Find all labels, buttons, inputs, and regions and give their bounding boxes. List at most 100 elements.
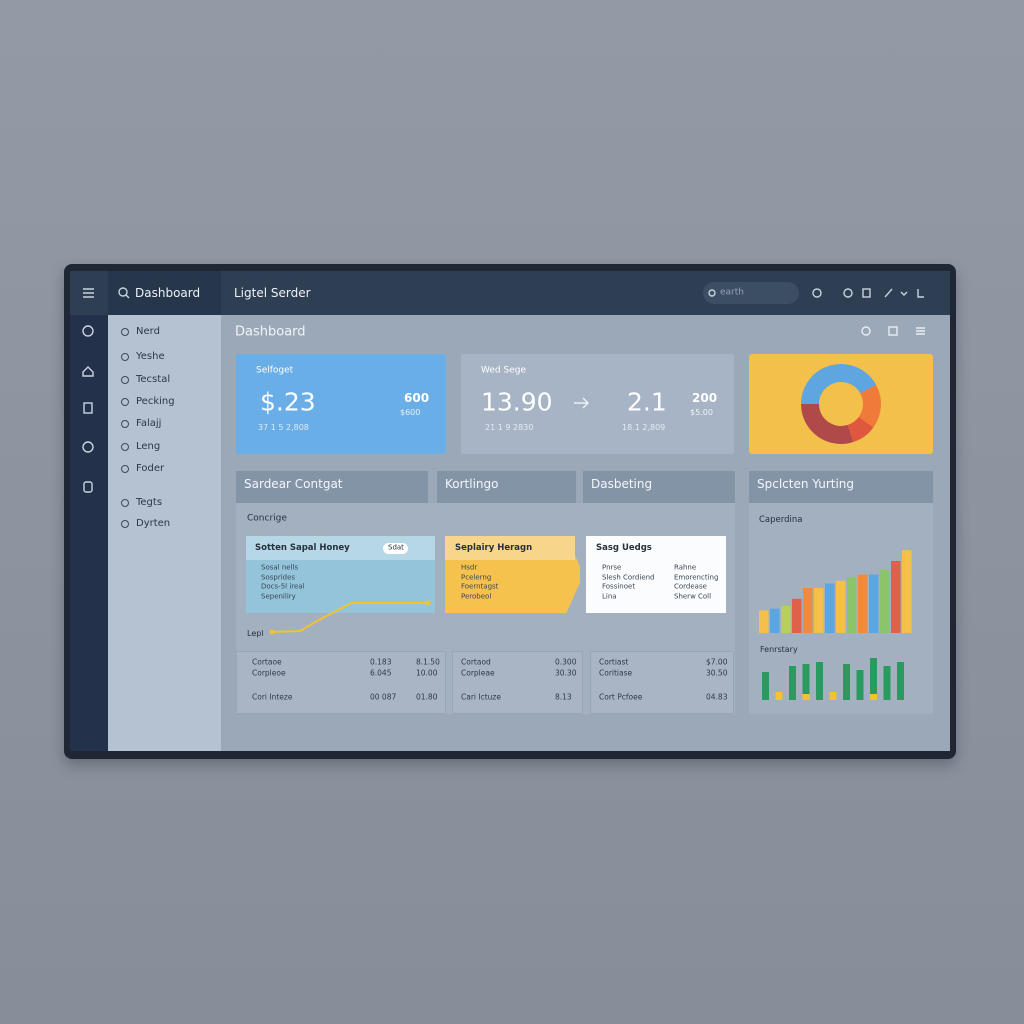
card-value: $.23 <box>260 387 316 417</box>
sidebar-item[interactable]: Falajj <box>136 418 162 429</box>
subcard-item: Sosal nells <box>261 563 299 572</box>
chart-label: Fenrstary <box>760 645 798 654</box>
toolbar-icon[interactable] <box>900 291 908 296</box>
table-cell: Cortiast <box>599 657 629 667</box>
search-placeholder[interactable]: earth <box>720 287 744 298</box>
nav-icon[interactable] <box>83 402 93 414</box>
donut-segment <box>801 403 854 444</box>
bar <box>891 561 901 633</box>
card-side-sub: $5.00 <box>690 408 713 417</box>
nav-icon[interactable] <box>82 325 94 337</box>
panel-title: Sardear Contgat <box>244 477 343 491</box>
panel-header <box>437 471 576 503</box>
sidebar-icon <box>121 376 129 384</box>
subcard-item: Perobeol <box>461 592 492 600</box>
menu-label[interactable]: Dashboard <box>135 286 201 300</box>
icons <box>82 287 925 493</box>
bar <box>870 694 877 700</box>
toolbar-icon[interactable] <box>843 288 853 298</box>
subcard <box>586 536 726 613</box>
sidebar-item[interactable]: Leng <box>136 441 161 452</box>
line-point <box>269 629 275 635</box>
table-cell: 00 087 <box>370 692 397 702</box>
subcard-item: Emorencting <box>674 573 719 581</box>
subcard-item: Docs-5l ireal <box>261 582 305 591</box>
sidebar-item[interactable]: Yeshe <box>136 351 165 362</box>
subcard-item: Pcelerng <box>461 573 492 581</box>
settings-icon[interactable] <box>812 288 822 298</box>
table-cell: 04.83 <box>706 692 728 702</box>
badge <box>383 543 408 554</box>
sidebar-item[interactable]: Foder <box>136 463 165 474</box>
subcard-item: Foerntagst <box>461 582 499 591</box>
main-icon[interactable] <box>916 327 925 335</box>
sidebar-item[interactable]: Dyrten <box>136 518 171 529</box>
panel-header <box>583 471 735 503</box>
toolbar-icon[interactable] <box>862 288 871 298</box>
bar <box>897 662 904 700</box>
badge-label: Sdat <box>388 543 404 552</box>
subcard-item: Pnrse <box>602 563 622 572</box>
bar <box>825 583 835 633</box>
table-cell: Cortaoe <box>252 657 282 667</box>
nav-icon[interactable] <box>82 441 94 453</box>
table-cell: Coritiase <box>599 668 633 678</box>
subcard-item: Rahne <box>674 563 697 572</box>
chart-label: Caperdina <box>759 514 803 525</box>
nav-icon[interactable] <box>82 366 94 377</box>
card-footer: 21 1 9 2830 <box>485 423 534 432</box>
sidebar <box>108 315 221 751</box>
sidebar-item[interactable]: Nerd <box>136 326 160 337</box>
bar <box>770 608 780 633</box>
table-cell: Cori Inteze <box>252 692 293 702</box>
stat-card <box>461 354 734 454</box>
app-title: Ligtel Serder <box>234 286 311 300</box>
bar <box>829 692 837 700</box>
subcard-item: Sherw Coll <box>674 592 712 600</box>
toolbar-icon[interactable] <box>917 289 924 298</box>
table-cell: Cort Pcfoee <box>599 692 643 702</box>
menu-icon[interactable] <box>83 288 94 298</box>
card-side-value: 200 <box>692 391 718 405</box>
subcard-item: Sepeniliry <box>261 592 296 600</box>
main-icon[interactable] <box>861 326 871 336</box>
sidebar-item[interactable]: Tecstal <box>136 374 171 385</box>
bar <box>803 588 813 633</box>
card-side-sub: $600 <box>400 408 421 417</box>
sidebar-icon <box>121 398 129 406</box>
search-box[interactable] <box>703 282 799 304</box>
bar <box>789 666 796 700</box>
sidebar-item[interactable]: Pecking <box>136 396 175 407</box>
card-label: Selfoget <box>256 365 294 376</box>
table-cell: 30.50 <box>706 668 728 678</box>
panel-header <box>749 471 933 503</box>
sidebar-item[interactable]: Tegts <box>136 497 163 508</box>
bar <box>880 570 890 633</box>
card-value: 2.1 <box>627 387 667 417</box>
search-icon <box>118 287 128 297</box>
subcard-title: Sotten Sapal Honey <box>255 542 350 553</box>
subcard-item: Hsdr <box>461 563 478 572</box>
page-title: Dashboard <box>235 324 306 340</box>
nav-icon[interactable] <box>83 481 93 493</box>
card-footer: 18.1 2,809 <box>622 423 666 432</box>
table-cell: 0.183 <box>370 657 392 667</box>
main-icon[interactable] <box>888 326 898 336</box>
bar <box>781 606 791 633</box>
toolbar-icon[interactable] <box>884 288 893 298</box>
donut-segment <box>801 364 877 405</box>
card-footer: 37 1 5 2,808 <box>258 423 309 432</box>
bar <box>792 598 802 633</box>
table-cell: 01.80 <box>416 692 438 702</box>
table-cell: 30.30 <box>555 668 577 678</box>
bar <box>856 670 864 700</box>
donut-segment <box>858 384 881 428</box>
table-cell: 8.1.50 <box>416 657 440 667</box>
bar <box>802 694 810 700</box>
subcard-title: Seplairy Heragn <box>455 542 533 553</box>
panel-header <box>236 471 428 503</box>
sidebar-icons <box>121 328 129 528</box>
line <box>271 602 428 633</box>
bar <box>870 658 877 694</box>
